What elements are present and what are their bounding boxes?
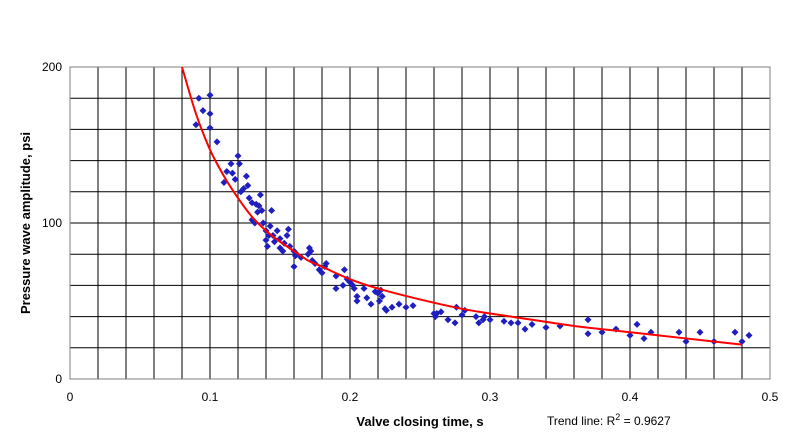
x-tick-label: 0.5 xyxy=(762,390,779,404)
data-point xyxy=(240,185,248,193)
plot-area xyxy=(69,66,771,380)
data-point xyxy=(340,266,348,274)
data-point xyxy=(409,302,417,310)
x-axis-title: Valve closing time, s xyxy=(356,414,483,429)
data-point xyxy=(626,331,634,339)
grid xyxy=(70,67,770,379)
data-point xyxy=(268,207,276,215)
data-point xyxy=(307,247,315,255)
trend-line xyxy=(181,66,743,346)
data-point xyxy=(206,124,214,132)
data-point xyxy=(363,294,371,302)
data-point xyxy=(290,263,298,271)
data-point xyxy=(273,227,281,235)
data-point xyxy=(542,324,550,332)
data-point xyxy=(206,91,214,99)
data-point xyxy=(528,320,536,328)
trendline-annotation: Trend line: R2 = 0.9627 xyxy=(547,412,671,428)
data-point xyxy=(367,300,375,308)
x-tick-label: 0.1 xyxy=(202,390,219,404)
data-point xyxy=(255,202,263,210)
annotation-suffix: = 0.9627 xyxy=(620,414,671,428)
data-point xyxy=(353,297,361,305)
data-point xyxy=(696,328,704,336)
data-point xyxy=(256,191,264,199)
data-point xyxy=(402,303,410,311)
x-tick-label: 0 xyxy=(67,390,74,404)
data-point xyxy=(437,308,445,316)
data-point xyxy=(259,219,267,227)
data-point xyxy=(486,316,494,324)
annotation-superscript: 2 xyxy=(615,412,620,422)
data-point xyxy=(472,313,480,321)
data-point xyxy=(514,319,522,327)
annotation-prefix: Trend line: R xyxy=(547,414,616,428)
data-point xyxy=(318,269,326,277)
data-point xyxy=(322,260,330,268)
data-point xyxy=(584,316,592,324)
data-point xyxy=(266,222,274,230)
data-point xyxy=(242,172,250,180)
data-point xyxy=(353,292,361,300)
x-tick-label: 0.4 xyxy=(622,390,639,404)
data-point xyxy=(360,285,368,293)
data-point xyxy=(378,292,386,300)
data-point xyxy=(258,207,266,215)
data-point xyxy=(682,338,690,346)
data-point xyxy=(598,328,606,336)
data-point xyxy=(245,194,253,202)
x-tick-label: 0.2 xyxy=(342,390,359,404)
data-point xyxy=(234,152,242,160)
data-point xyxy=(206,110,214,118)
data-point xyxy=(244,182,252,190)
data-point xyxy=(231,175,239,183)
data-point xyxy=(332,285,340,293)
data-point xyxy=(731,328,739,336)
data-point xyxy=(262,236,270,244)
data-point xyxy=(339,281,347,289)
data-point xyxy=(395,300,403,308)
data-point xyxy=(584,330,592,338)
data-point xyxy=(458,311,466,319)
data-point xyxy=(745,331,753,339)
data-point xyxy=(500,317,508,325)
data-point xyxy=(195,94,203,102)
y-tick-label: 200 xyxy=(42,60,62,74)
data-point xyxy=(263,242,271,250)
data-point xyxy=(521,325,529,333)
data-point xyxy=(640,334,648,342)
data-point xyxy=(675,328,683,336)
data-point xyxy=(279,247,287,255)
data-point xyxy=(475,319,483,327)
y-tick-label: 100 xyxy=(42,216,62,230)
data-point xyxy=(228,169,236,177)
data-point xyxy=(283,231,291,239)
data-point xyxy=(375,297,383,305)
y-tick-label: 0 xyxy=(55,372,62,386)
data-point xyxy=(192,121,200,129)
data-point xyxy=(284,225,292,233)
data-point xyxy=(235,160,243,168)
data-point xyxy=(223,168,231,176)
y-axis-title: Pressure wave amplitude, psi xyxy=(18,132,33,314)
data-point xyxy=(199,107,207,115)
data-point xyxy=(738,338,746,346)
data-point xyxy=(227,160,235,168)
data-point xyxy=(633,320,641,328)
data-point xyxy=(350,285,358,293)
data-point xyxy=(382,306,390,314)
x-tick-label: 0.3 xyxy=(482,390,499,404)
data-point xyxy=(480,313,488,321)
data-point xyxy=(444,316,452,324)
data-point xyxy=(451,319,459,327)
data-point xyxy=(213,138,221,146)
tick-labels: 0 0.1 0.2 0.3 0.4 0.5 0 100 200 xyxy=(42,60,779,404)
data-point xyxy=(388,303,396,311)
data-point xyxy=(507,319,515,327)
